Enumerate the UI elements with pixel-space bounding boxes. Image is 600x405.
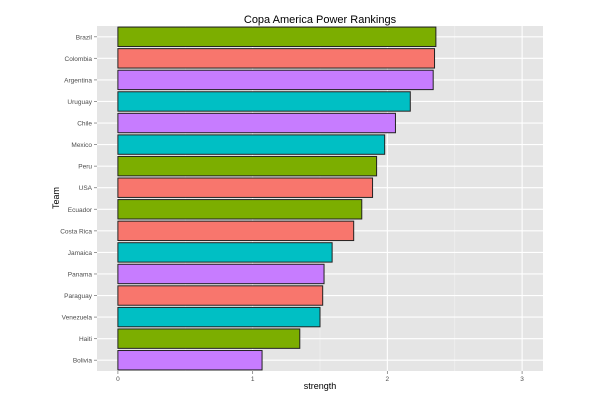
x-tick-label: 2 <box>386 376 390 383</box>
bar-costa-rica <box>117 220 355 242</box>
bars <box>117 26 437 371</box>
y-tick-label: Panama <box>68 271 93 278</box>
y-tick-label: Peru <box>78 164 92 171</box>
y-tick-label: Venezuela <box>62 315 93 322</box>
y-tick-label: Paraguay <box>64 293 93 300</box>
y-tick-label: Brazil <box>76 34 93 41</box>
x-axis-label: strength <box>304 381 337 391</box>
y-tick-label: Argentina <box>64 77 92 84</box>
bar-usa <box>117 177 374 198</box>
bar-mexico <box>117 134 386 155</box>
chart-title: Copa America Power Rankings <box>244 14 397 26</box>
bar-paraguay <box>117 285 324 306</box>
y-tick-label: USA <box>79 185 93 192</box>
bar-bolivia <box>117 350 263 371</box>
y-axis-label: Team <box>51 187 61 209</box>
y-tick-label: Jamaica <box>68 250 93 257</box>
y-tick-label: Uruguay <box>67 99 92 106</box>
bar-haiti <box>117 328 301 349</box>
x-tick-label: 3 <box>520 376 524 383</box>
bar-panama <box>117 263 325 285</box>
y-axis: Brazil Colombia Argentina Uruguay Chile Mexic… <box>60 34 97 365</box>
bar-colombia <box>117 48 436 69</box>
y-tick-label: Chile <box>77 121 92 128</box>
x-tick-label: 0 <box>116 376 120 383</box>
y-tick-label: Costa Rica <box>60 228 92 235</box>
bar-peru <box>117 155 378 177</box>
y-tick-label: Mexico <box>71 142 92 149</box>
x-tick-label: 1 <box>251 376 255 383</box>
bar-uruguay <box>117 91 411 112</box>
y-tick-label: Colombia <box>65 56 93 63</box>
bar-chile <box>117 112 396 134</box>
y-tick-label: Bolivia <box>73 358 93 365</box>
bar-ecuador <box>117 199 363 220</box>
bar-venezuela <box>117 306 321 328</box>
bar-jamaica <box>117 242 333 263</box>
y-tick-label: Haiti <box>79 336 92 343</box>
x-axis: 0 1 2 3 <box>116 371 524 383</box>
bar-brazil <box>117 26 437 47</box>
y-tick-label: Ecuador <box>68 207 93 214</box>
bar-argentina <box>117 69 434 91</box>
